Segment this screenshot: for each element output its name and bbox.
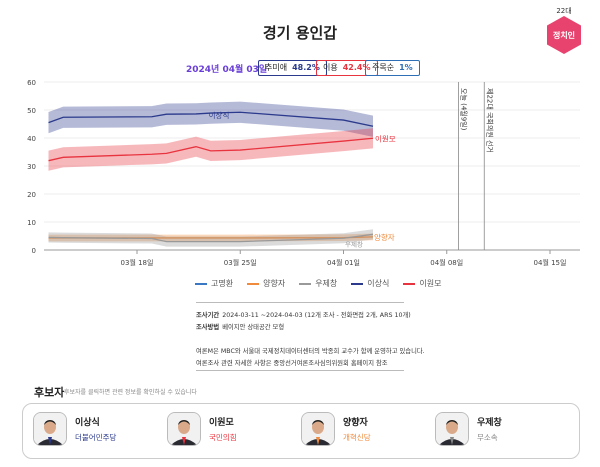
candidate-name: 양향자 [343,418,368,428]
pill-0[interactable]: 추미애 48.2% [258,60,327,76]
page-title: 경기 용인갑 [262,24,338,42]
method-label: 조사방법 [196,324,220,331]
candidates-hint: 후보자를 클릭하면 관련 정보를 확인하실 수 있습니다 [64,389,197,396]
legend-item[interactable]: 양향자 [247,278,285,289]
series-line-이원모 [48,137,374,162]
candidates-title: 후보자 [34,386,65,399]
legend-swatch [299,282,312,285]
badge-label: 정치인 [553,30,575,40]
note-line-1: 여론M은 MBC와 서울대 국제정치데이터센터의 박종희 교수가 함께 운영하고… [196,348,425,355]
y-tick-label: 30 [27,163,36,171]
legend-swatch [195,282,207,285]
candidate-photo [33,412,67,446]
pill-value: 48.2% [292,63,320,72]
y-tick-label: 0 [32,247,36,255]
event-marker-label: 오늘 (4월9일) [460,88,469,131]
pill-label: 주목순 [372,63,395,72]
pill-label: 추미애 [265,63,288,72]
legend-label: 이상식 [367,279,390,288]
legend-label: 우제창 [315,279,338,288]
legend-label: 양향자 [263,279,286,288]
legend-item[interactable]: 이상식 [351,278,389,289]
x-tick-label: 03월 25일 [224,258,257,267]
candidate-photo [301,412,335,446]
candidate-party: 국민의힘 [209,433,237,442]
x-tick-label: 04월 15일 [534,258,567,267]
legend-item[interactable]: 우제창 [299,278,337,289]
hexagon-icon [547,16,581,54]
series-label: 우제창 [345,241,363,249]
legend-item[interactable]: 고명환 [195,278,233,289]
pill-value: 42.4% [342,63,371,72]
legend-item[interactable]: 이원모 [403,278,441,289]
x-tick-label: 04월 01일 [327,258,360,267]
candidate-name: 이원모 [209,418,234,428]
legend-swatch [403,282,416,285]
y-tick-label: 50 [27,107,36,115]
candidate-photo [435,412,469,446]
survey-period: 조사기간 2024-03-11 ~2024-04-03 (12개 조사 - 전화면… [196,310,411,319]
politician-badge[interactable]: 정치인 [544,15,584,55]
pill-2[interactable]: 주목순 1% [365,60,420,76]
confidence-band-이원모 [48,128,373,171]
series-line-이상식 [48,111,374,127]
divider [196,302,404,303]
candidate-name: 이상식 [75,418,100,428]
series-label: 양향자 [374,233,395,242]
candidate-party: 무소속 [477,433,498,442]
y-tick-label: 20 [27,191,36,199]
pill-label: 이용 [323,63,338,72]
confidence-band-이상식 [48,101,373,137]
survey-method: 조사방법 베이지안 상태공간 모형 [196,322,284,331]
divider [196,370,404,371]
period-value: 2024-03-11 ~2024-04-03 (12개 조사 - 전화면접 2개… [222,312,411,319]
series-label: 이상식 [209,110,230,120]
legend-swatch [247,282,260,285]
y-tick-label: 40 [27,135,36,143]
confidence-band-우제창 [48,229,373,247]
legend-label: 이원모 [419,279,442,288]
pill-1[interactable]: 이용 42.4% [316,60,378,76]
series-label: 이원모 [375,133,396,143]
legend-swatch [351,282,364,285]
series-line-우제창 [48,233,374,243]
survey-date: 2024년 04월 03일 [186,65,268,75]
method-value: 베이지안 상태공간 모형 [222,324,285,331]
y-tick-label: 60 [27,79,36,87]
pill-value: 1% [399,63,413,72]
note-line-2: 여론조사 관련 자세한 사항은 중앙선거여론조사심의위원회 홈페이지 참조 [196,360,388,367]
candidate-name: 우제창 [477,418,502,428]
candidate-photo [167,412,201,446]
x-tick-label: 04월 08일 [430,258,463,267]
y-tick-label: 10 [27,219,36,227]
event-marker-label: 제22대 국회의원 선거 [485,88,494,153]
candidate-party: 개혁신당 [343,433,371,442]
x-tick-label: 03월 18일 [121,258,154,267]
period-label: 조사기간 [196,312,220,319]
legend-label: 고명환 [211,279,234,288]
candidate-party: 더불어민주당 [75,433,117,442]
poll-chart: 0 10 20 30 40 50 60 03월 18일 03월 25일 04월 01일 04월 08… [27,79,580,267]
generation-label: 22대 [556,7,572,15]
legend: 고명환 양향자 우제창 이상식 이원모 [195,278,441,289]
